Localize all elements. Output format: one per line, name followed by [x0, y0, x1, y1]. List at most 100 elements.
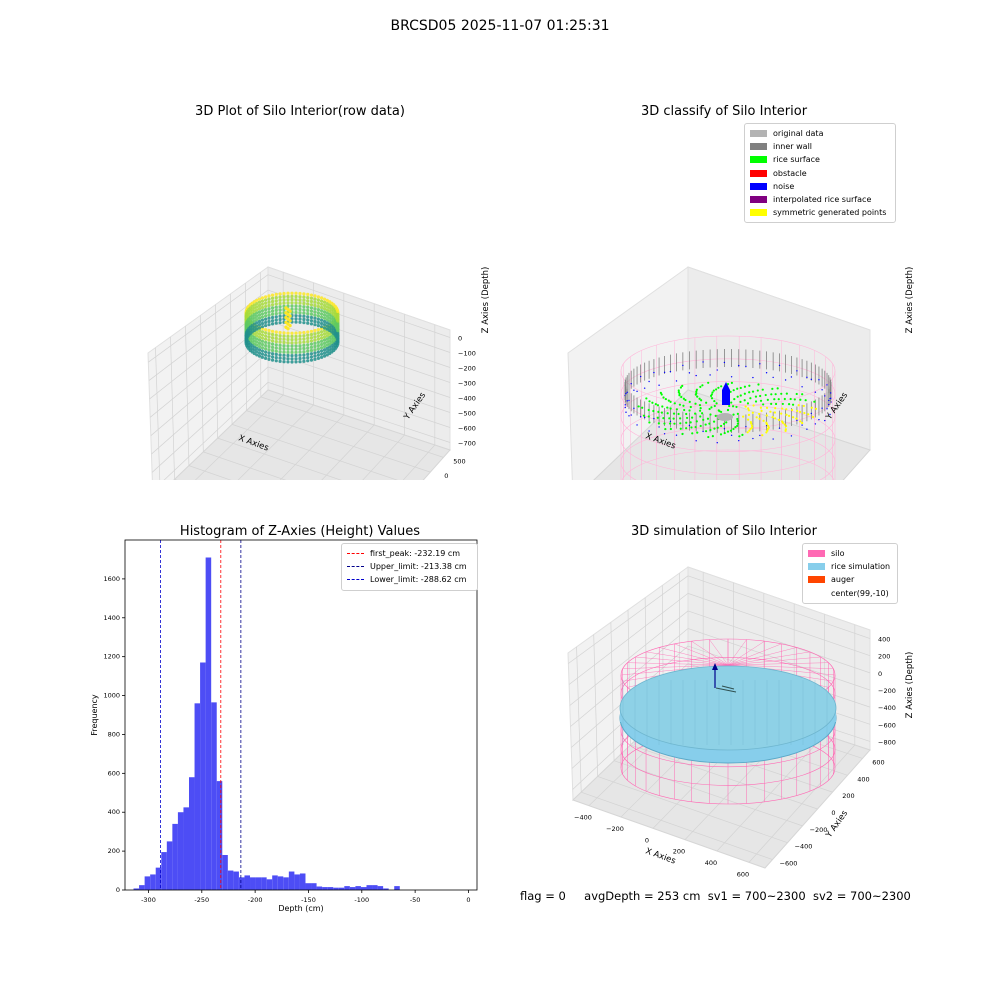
raw-point: [306, 315, 310, 319]
raw-point: [286, 294, 290, 299]
raw-point: [298, 360, 302, 364]
raw-point: [274, 339, 278, 344]
noise-point: [752, 437, 754, 440]
rice-surface-point: [780, 392, 783, 395]
histogram-bar: [172, 823, 178, 890]
raw-point: [313, 303, 317, 308]
rice-surface-point: [694, 412, 697, 415]
raw-point: [322, 310, 327, 314]
rice-surface-point: [673, 422, 676, 425]
raw-point: [270, 348, 275, 353]
histogram-bar: [205, 557, 212, 890]
rice-surface-point: [720, 424, 723, 428]
raw-point: [313, 323, 317, 327]
z-tick-label: 0: [878, 670, 882, 678]
legend-item: noise: [750, 180, 890, 193]
rice-surface-point: [699, 385, 702, 388]
legend-item: symmetric generated points: [750, 206, 890, 219]
rice-surface-point: [719, 433, 723, 436]
raw-point: [322, 307, 327, 311]
p2-legend: original data inner wall rice surface obsta…: [744, 123, 896, 224]
raw-point: [294, 314, 298, 318]
noise-point: [826, 408, 828, 410]
raw-point: [322, 338, 327, 342]
raw-point: [260, 346, 265, 350]
raw-point: [286, 301, 290, 305]
raw-point: [319, 318, 324, 322]
raw-point: [257, 307, 262, 311]
rice-surface-point: [776, 387, 779, 390]
grid-line: [687, 610, 871, 674]
raw-point: [316, 308, 320, 312]
z-tick-label: −400: [878, 704, 896, 712]
rice-surface-point: [678, 392, 681, 395]
noise-point: [784, 379, 787, 381]
raw-point: [302, 350, 306, 354]
symmetric-point: [791, 416, 795, 419]
raw-point: [325, 308, 329, 312]
original-data-point: [717, 413, 733, 421]
noise-point: [830, 392, 832, 394]
rice-surface-point: [726, 430, 730, 433]
raw-point: [260, 330, 265, 334]
raw-point: [302, 292, 306, 296]
raw-point: [298, 337, 302, 341]
rice-surface-point: [795, 392, 798, 396]
noise-point: [778, 427, 781, 429]
raw-point: [319, 302, 324, 306]
noise-point: [628, 415, 630, 417]
rice-surface-point: [787, 403, 791, 406]
histogram-bar: [394, 886, 400, 890]
raw-point: [290, 338, 294, 342]
symmetric-point: [769, 410, 772, 413]
symmetric-point: [795, 417, 798, 420]
histogram-bar: [161, 852, 167, 890]
noise-point: [759, 363, 761, 365]
rice-surface-point: [813, 400, 816, 403]
noise-point: [801, 424, 803, 426]
rice-surface-point: [717, 409, 720, 412]
rice-surface-point: [708, 422, 711, 425]
raw-point: [264, 314, 268, 318]
silo-roof-line: [659, 647, 729, 666]
raw-point: [322, 297, 327, 301]
histogram-bar: [344, 886, 350, 890]
legend-swatch: [750, 169, 767, 177]
noise-point: [772, 438, 774, 440]
grid-line: [267, 274, 451, 338]
legend-item: original data: [750, 127, 890, 140]
raw-point: [255, 321, 259, 325]
raw-point: [306, 359, 310, 363]
rice-surface-point: [736, 395, 739, 398]
p1-floor-pane: [173, 389, 451, 480]
noise-point: [814, 423, 817, 425]
raw-point: [286, 353, 290, 358]
raw-point: [270, 309, 275, 313]
noise-point: [630, 414, 632, 416]
raw-point: [257, 351, 262, 355]
rice-surface-point: [656, 404, 660, 407]
symmetric-point: [758, 412, 761, 416]
raw-point: [257, 335, 262, 339]
legend-item: silo: [808, 547, 892, 560]
noise-point: [796, 419, 798, 422]
raw-point: [257, 326, 262, 330]
grid-line: [237, 404, 314, 480]
raw-point: [322, 316, 327, 320]
raw-point: [290, 347, 294, 351]
raw-point: [267, 332, 271, 336]
rice-surface-point: [777, 398, 780, 401]
raw-point: [278, 298, 282, 302]
rice-surface-point: [736, 424, 739, 427]
raw-point: [260, 312, 265, 316]
symmetric-point: [787, 414, 791, 417]
rice-surface-point: [726, 408, 730, 412]
symmetric-point: [765, 414, 768, 417]
grid-line: [151, 351, 269, 455]
rice-surface-point: [736, 419, 739, 423]
raw-point: [278, 340, 282, 344]
noise-point: [625, 411, 627, 413]
noise-point: [688, 424, 691, 427]
raw-point: [309, 312, 314, 316]
grid-line: [230, 293, 233, 425]
